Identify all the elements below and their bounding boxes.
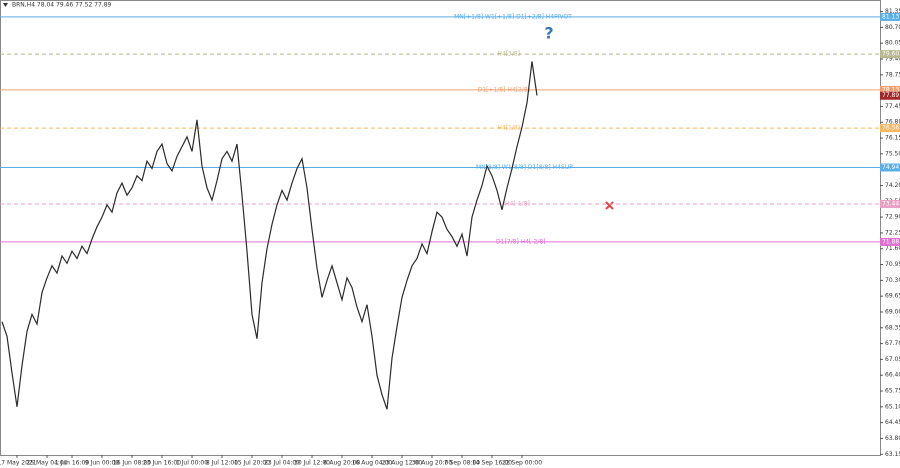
y-tick-label: 63.15 (885, 451, 900, 458)
y-tick-label: 67.05 (885, 356, 900, 363)
y-tick-label: 70.95 (885, 261, 900, 268)
x-tick-label: 8 Jul 12:00 (206, 460, 238, 467)
price-box-label: 74.94 (882, 164, 899, 171)
price-box (880, 124, 900, 133)
x-tick-label: 15 Jul 20:00 (234, 460, 270, 467)
y-tick-label: 69.65 (885, 293, 900, 300)
price-box-label: 73.44 (882, 200, 899, 207)
chart-header: BRN,H4 78.04 79.46 77.52 77.89 (12, 2, 112, 9)
price-box (880, 85, 900, 94)
x-tick-label: 16 Jun 08:00 (113, 460, 151, 467)
price-box-label: 76.56 (882, 125, 899, 132)
y-tick-label: 80.70 (885, 24, 900, 31)
y-tick-label: 75.50 (885, 150, 900, 157)
y-tick-label: 69.00 (885, 308, 900, 315)
x-tick-label: 22 Sep 00:00 (502, 460, 542, 467)
x-tick-label: 6 Aug 20:00 (324, 460, 361, 467)
price-box (880, 199, 900, 208)
plot-frame (0, 0, 881, 456)
x-tick-label: 30 Aug 20:00 (412, 460, 453, 467)
y-tick-label: 76.15 (885, 135, 900, 142)
x-tick-label: 14 Sep 16:00 (472, 460, 512, 467)
delete-icon-stroke (605, 201, 614, 210)
y-tick-label: 64.45 (885, 419, 900, 426)
x-tick-label: 25 May 04:00 (26, 460, 67, 467)
y-tick-label: 76.80 (885, 119, 900, 126)
price-box (880, 163, 900, 172)
y-tick-label: 72.90 (885, 214, 900, 221)
price-line (1, 61, 538, 410)
x-tick-label: 9 Jun 00:00 (85, 460, 119, 467)
y-tick-label: 81.35 (885, 8, 900, 15)
y-tick-label: 68.35 (885, 324, 900, 331)
x-tick-label: 16 Aug 04:00 (352, 460, 393, 467)
x-tick-label: 23 Aug 12:00 (382, 460, 423, 467)
price-box-label: 71.88 (882, 238, 899, 245)
y-tick-label: 71.60 (885, 245, 900, 252)
y-tick-label: 79.40 (885, 56, 900, 63)
header-arrow (3, 3, 8, 7)
y-tick-label: 63.80 (885, 435, 900, 442)
price-box-label: 79.60 (882, 51, 899, 58)
level-label: H4[-1/8] (505, 200, 530, 207)
price-box-label: 81.13 (882, 13, 899, 20)
level-label: H4[3/8] (497, 51, 520, 58)
current-price-label: 77.89 (882, 92, 899, 99)
level-label: D1[+1/8] H4[2/8] (478, 86, 530, 93)
question-icon[interactable]: ? (544, 24, 553, 43)
x-tick-label: 30 Jul 12:00 (294, 460, 330, 467)
y-tick-label: 65.10 (885, 403, 900, 410)
level-label: MN[8/8] W1[8/8] D1[8/8] H4SUP (476, 164, 573, 171)
y-tick-label: 80.05 (885, 40, 900, 47)
x-tick-label: 23 Jun 16:00 (143, 460, 181, 467)
level-label: H4[1/8] (497, 125, 520, 132)
price-box-label: 78.13 (882, 86, 899, 93)
current-price-box (880, 91, 900, 100)
delete-icon[interactable] (605, 201, 614, 210)
level-label: MN[+1/8] W1[+1/8] D1[+2/8] H4PIVOT (454, 13, 572, 20)
y-tick-label: 67.70 (885, 340, 900, 347)
y-tick-label: 78.75 (885, 71, 900, 78)
y-tick-label: 70.30 (885, 277, 900, 284)
y-tick-label: 77.45 (885, 103, 900, 110)
x-tick-label: 23 Jul 04:00 (264, 460, 300, 467)
x-tick-label: 7 Sep 08:00 (444, 460, 480, 467)
price-box (880, 237, 900, 246)
price-box (880, 50, 900, 59)
x-tick-label: 17 May 2021 (0, 460, 37, 467)
y-tick-label: 74.20 (885, 182, 900, 189)
y-tick-label: 66.40 (885, 372, 900, 379)
level-label: D1[7/8] H4[-2/8] (496, 238, 546, 245)
x-tick-label: 1 Jun 16:00 (55, 460, 89, 467)
y-tick-label: 72.25 (885, 229, 900, 236)
y-tick-label: 65.75 (885, 388, 900, 395)
price-box (880, 12, 900, 21)
x-tick-label: 1 Jul 00:00 (176, 460, 208, 467)
